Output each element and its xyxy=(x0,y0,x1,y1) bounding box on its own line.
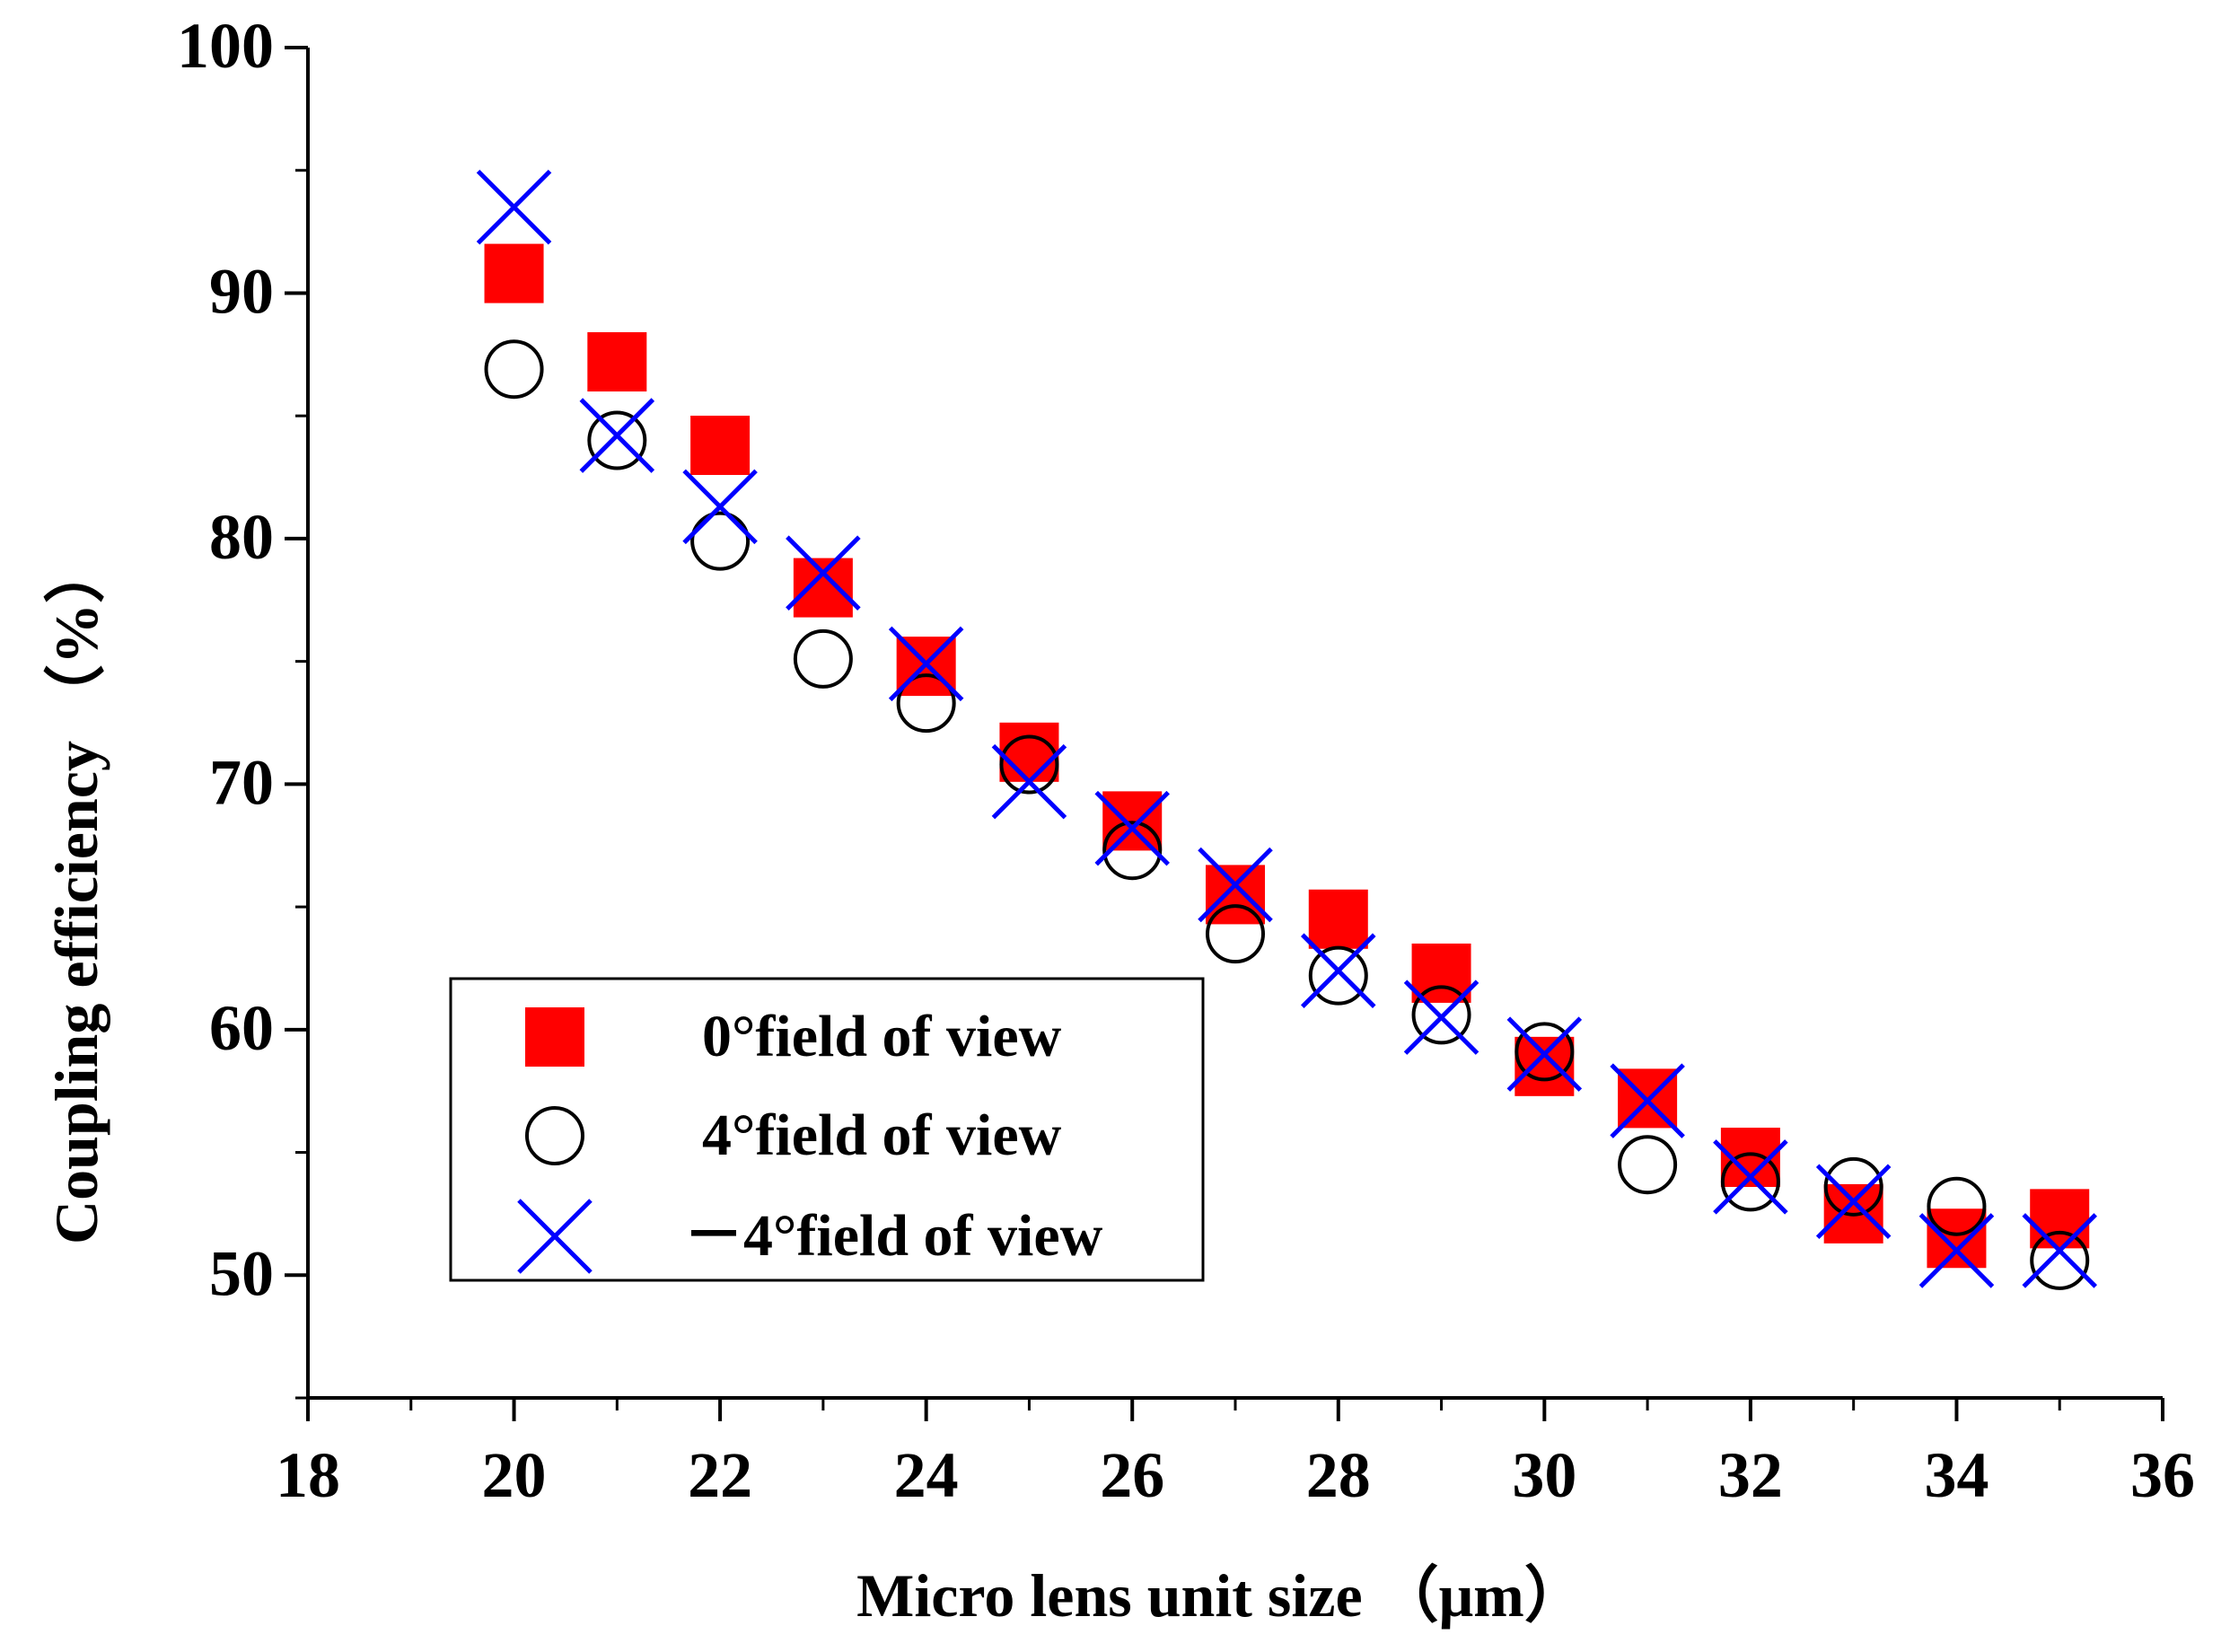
x-tick-label: 22 xyxy=(688,1439,752,1511)
data-point xyxy=(888,626,964,702)
y-tick-label: 100 xyxy=(177,10,274,82)
data-point xyxy=(1308,945,1368,1006)
series-neg4deg xyxy=(476,169,2097,1288)
series-4deg xyxy=(484,339,2090,1290)
data-point-stroke xyxy=(1506,1016,1583,1092)
data-point-stroke xyxy=(1918,1213,1995,1288)
tick-labels: 18 20 22 24 26 28 30 32 34 36 50 60 70 80 90 100 xyxy=(177,10,2195,1511)
data-point xyxy=(1927,1176,1987,1236)
data-point xyxy=(587,332,647,392)
data-point xyxy=(1094,790,1170,866)
data-point xyxy=(484,243,544,303)
data-point-stroke xyxy=(991,743,1067,820)
legend-symbol-4deg xyxy=(525,1106,584,1165)
data-point-stroke xyxy=(1815,1164,1892,1240)
data-point xyxy=(786,535,861,611)
data-point xyxy=(1514,1022,1575,1082)
data-point xyxy=(1206,904,1265,964)
x-tick-label: 36 xyxy=(2130,1439,2195,1511)
legend-label-neg4deg: －4°field of view xyxy=(684,1203,1103,1269)
x-tick-label: 18 xyxy=(276,1439,340,1511)
data-point xyxy=(1927,1208,1987,1269)
data-point xyxy=(1308,889,1368,949)
data-point xyxy=(1301,933,1376,1008)
data-point-stroke xyxy=(1610,1063,1685,1138)
y-tick-label: 60 xyxy=(209,992,274,1064)
series-0deg xyxy=(484,243,2090,1269)
data-point xyxy=(1411,985,1471,1045)
data-point xyxy=(1918,1213,1995,1288)
data-point-stroke xyxy=(2022,1213,2097,1288)
legend-symbol-neg4deg xyxy=(517,1199,593,1274)
data-point xyxy=(690,511,751,571)
data-point-stroke xyxy=(682,469,758,545)
data-point xyxy=(1506,1016,1583,1092)
data-point-stroke xyxy=(888,626,964,702)
data-point xyxy=(1618,1135,1678,1195)
data-point xyxy=(1610,1063,1685,1138)
data-point-stroke xyxy=(476,169,552,245)
legend: 0°field of view 4°field of view －4°field… xyxy=(449,977,1205,1282)
data-point xyxy=(1713,1139,1788,1215)
data-point-stroke xyxy=(1403,980,1479,1055)
legend-marker xyxy=(525,1007,584,1067)
x-tick-label: 24 xyxy=(894,1439,959,1511)
data-point-stroke xyxy=(786,535,861,611)
legend-marker xyxy=(525,1106,584,1165)
data-point xyxy=(793,558,853,618)
data-point-stroke xyxy=(1713,1139,1788,1215)
y-tick-label: 90 xyxy=(209,255,274,327)
data-point xyxy=(793,628,853,689)
x-tick-label: 30 xyxy=(1512,1439,1576,1511)
data-point xyxy=(484,339,544,400)
data-point xyxy=(682,469,758,545)
data-point xyxy=(1102,821,1163,881)
data-point xyxy=(579,398,655,473)
x-tick-label: 28 xyxy=(1306,1439,1371,1511)
data-point-stroke xyxy=(1301,933,1376,1008)
data-point-stroke xyxy=(1198,847,1273,923)
x-tick-label: 34 xyxy=(1924,1439,1989,1511)
data-point xyxy=(2022,1213,2097,1288)
data-point xyxy=(896,673,956,734)
y-tick-label: 70 xyxy=(209,746,274,818)
x-tick-label: 20 xyxy=(482,1439,547,1511)
data-point-stroke xyxy=(1094,790,1170,866)
legend-label-0deg: 0°field of view xyxy=(702,1004,1062,1069)
legend-label-4deg: 4°field of view xyxy=(702,1103,1062,1168)
data-point xyxy=(991,743,1067,820)
data-point xyxy=(2030,1230,2090,1290)
data-point-stroke xyxy=(579,398,655,473)
data-point xyxy=(999,722,1059,782)
data-point xyxy=(1403,980,1479,1055)
data-point xyxy=(999,734,1059,795)
data-point xyxy=(1823,1156,1883,1217)
x-axis-title: Micro lens unit size （μm） xyxy=(856,1561,1585,1630)
data-point xyxy=(1198,847,1273,923)
data-point xyxy=(587,410,647,470)
y-axis-title: Coupling efficiency （%） xyxy=(42,542,110,1244)
x-tick-label: 32 xyxy=(1718,1439,1783,1511)
data-point xyxy=(690,415,751,475)
legend-marker-stroke xyxy=(517,1199,593,1274)
ticks xyxy=(285,46,2164,1421)
data-point xyxy=(1815,1164,1892,1240)
x-tick-label: 26 xyxy=(1100,1439,1164,1511)
data-point xyxy=(1720,1152,1780,1212)
legend-symbol-0deg xyxy=(525,1007,584,1067)
data-point xyxy=(476,169,552,245)
series-layer xyxy=(476,169,2097,1290)
data-point xyxy=(1514,1036,1575,1096)
y-tick-label: 50 xyxy=(209,1237,274,1309)
y-tick-label: 80 xyxy=(209,501,274,573)
legend-marker xyxy=(517,1199,593,1274)
